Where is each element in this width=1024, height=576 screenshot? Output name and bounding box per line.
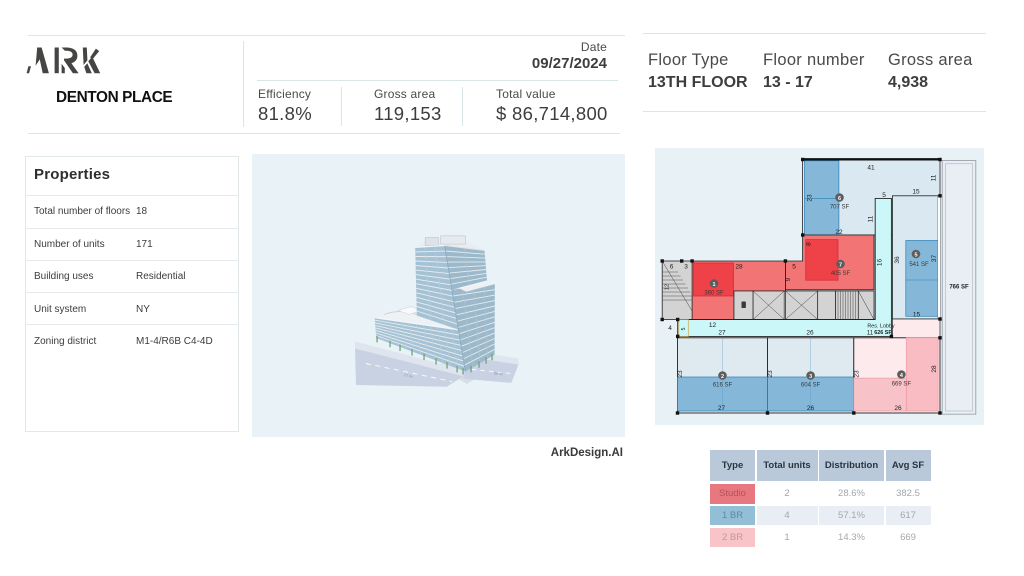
- svg-text:7: 7: [839, 262, 842, 268]
- svg-text:5: 5: [792, 264, 796, 271]
- svg-text:15: 15: [912, 189, 920, 196]
- svg-text:4: 4: [900, 373, 904, 379]
- svg-text:28: 28: [931, 365, 938, 373]
- svg-text:16: 16: [877, 259, 884, 267]
- svg-text:3: 3: [809, 374, 812, 380]
- svg-text:604 SF: 604 SF: [801, 383, 821, 389]
- svg-text:23: 23: [767, 370, 774, 378]
- svg-text:26: 26: [894, 405, 902, 412]
- svg-text:37: 37: [931, 255, 938, 263]
- svg-text:8: 8: [806, 242, 813, 246]
- svg-text:22: 22: [835, 229, 843, 236]
- svg-text:23: 23: [677, 370, 684, 378]
- svg-text:27: 27: [718, 405, 726, 412]
- svg-text:360 SF: 360 SF: [704, 291, 724, 297]
- svg-text:669 SF: 669 SF: [892, 382, 912, 388]
- svg-text:26: 26: [806, 330, 814, 337]
- svg-text:Res. Lobby: Res. Lobby: [867, 324, 895, 330]
- svg-text:15: 15: [913, 312, 921, 319]
- svg-text:11: 11: [868, 215, 875, 222]
- svg-text:4: 4: [668, 325, 672, 332]
- svg-text:541 SF: 541 SF: [909, 262, 929, 268]
- svg-text:28: 28: [735, 264, 743, 271]
- svg-text:11: 11: [867, 331, 874, 337]
- svg-text:27 Av: 27 Av: [404, 373, 414, 379]
- svg-text:9: 9: [785, 277, 792, 281]
- svg-text:6: 6: [838, 196, 841, 202]
- svg-text:1: 1: [712, 282, 715, 288]
- svg-text:36: 36: [894, 256, 901, 264]
- svg-text:96 St: 96 St: [494, 372, 503, 377]
- svg-text:626 SF: 626 SF: [874, 330, 892, 336]
- svg-text:23: 23: [807, 194, 814, 202]
- svg-text:5: 5: [882, 192, 886, 199]
- svg-text:26: 26: [807, 405, 815, 412]
- svg-text:12: 12: [665, 284, 671, 290]
- svg-text:405 SF: 405 SF: [831, 271, 851, 277]
- svg-text:5: 5: [914, 252, 917, 258]
- svg-text:12: 12: [709, 322, 717, 329]
- svg-text:41: 41: [867, 165, 875, 172]
- svg-text:766 SF: 766 SF: [949, 285, 969, 291]
- svg-text:11: 11: [931, 174, 938, 181]
- svg-text:5: 5: [681, 327, 687, 330]
- svg-text:2: 2: [721, 374, 724, 380]
- svg-text:23: 23: [854, 370, 861, 378]
- svg-text:3: 3: [684, 264, 688, 271]
- svg-text:707 SF: 707 SF: [830, 205, 850, 211]
- svg-text:6: 6: [670, 264, 674, 271]
- svg-text:616 SF: 616 SF: [713, 383, 733, 389]
- svg-text:27: 27: [718, 330, 726, 337]
